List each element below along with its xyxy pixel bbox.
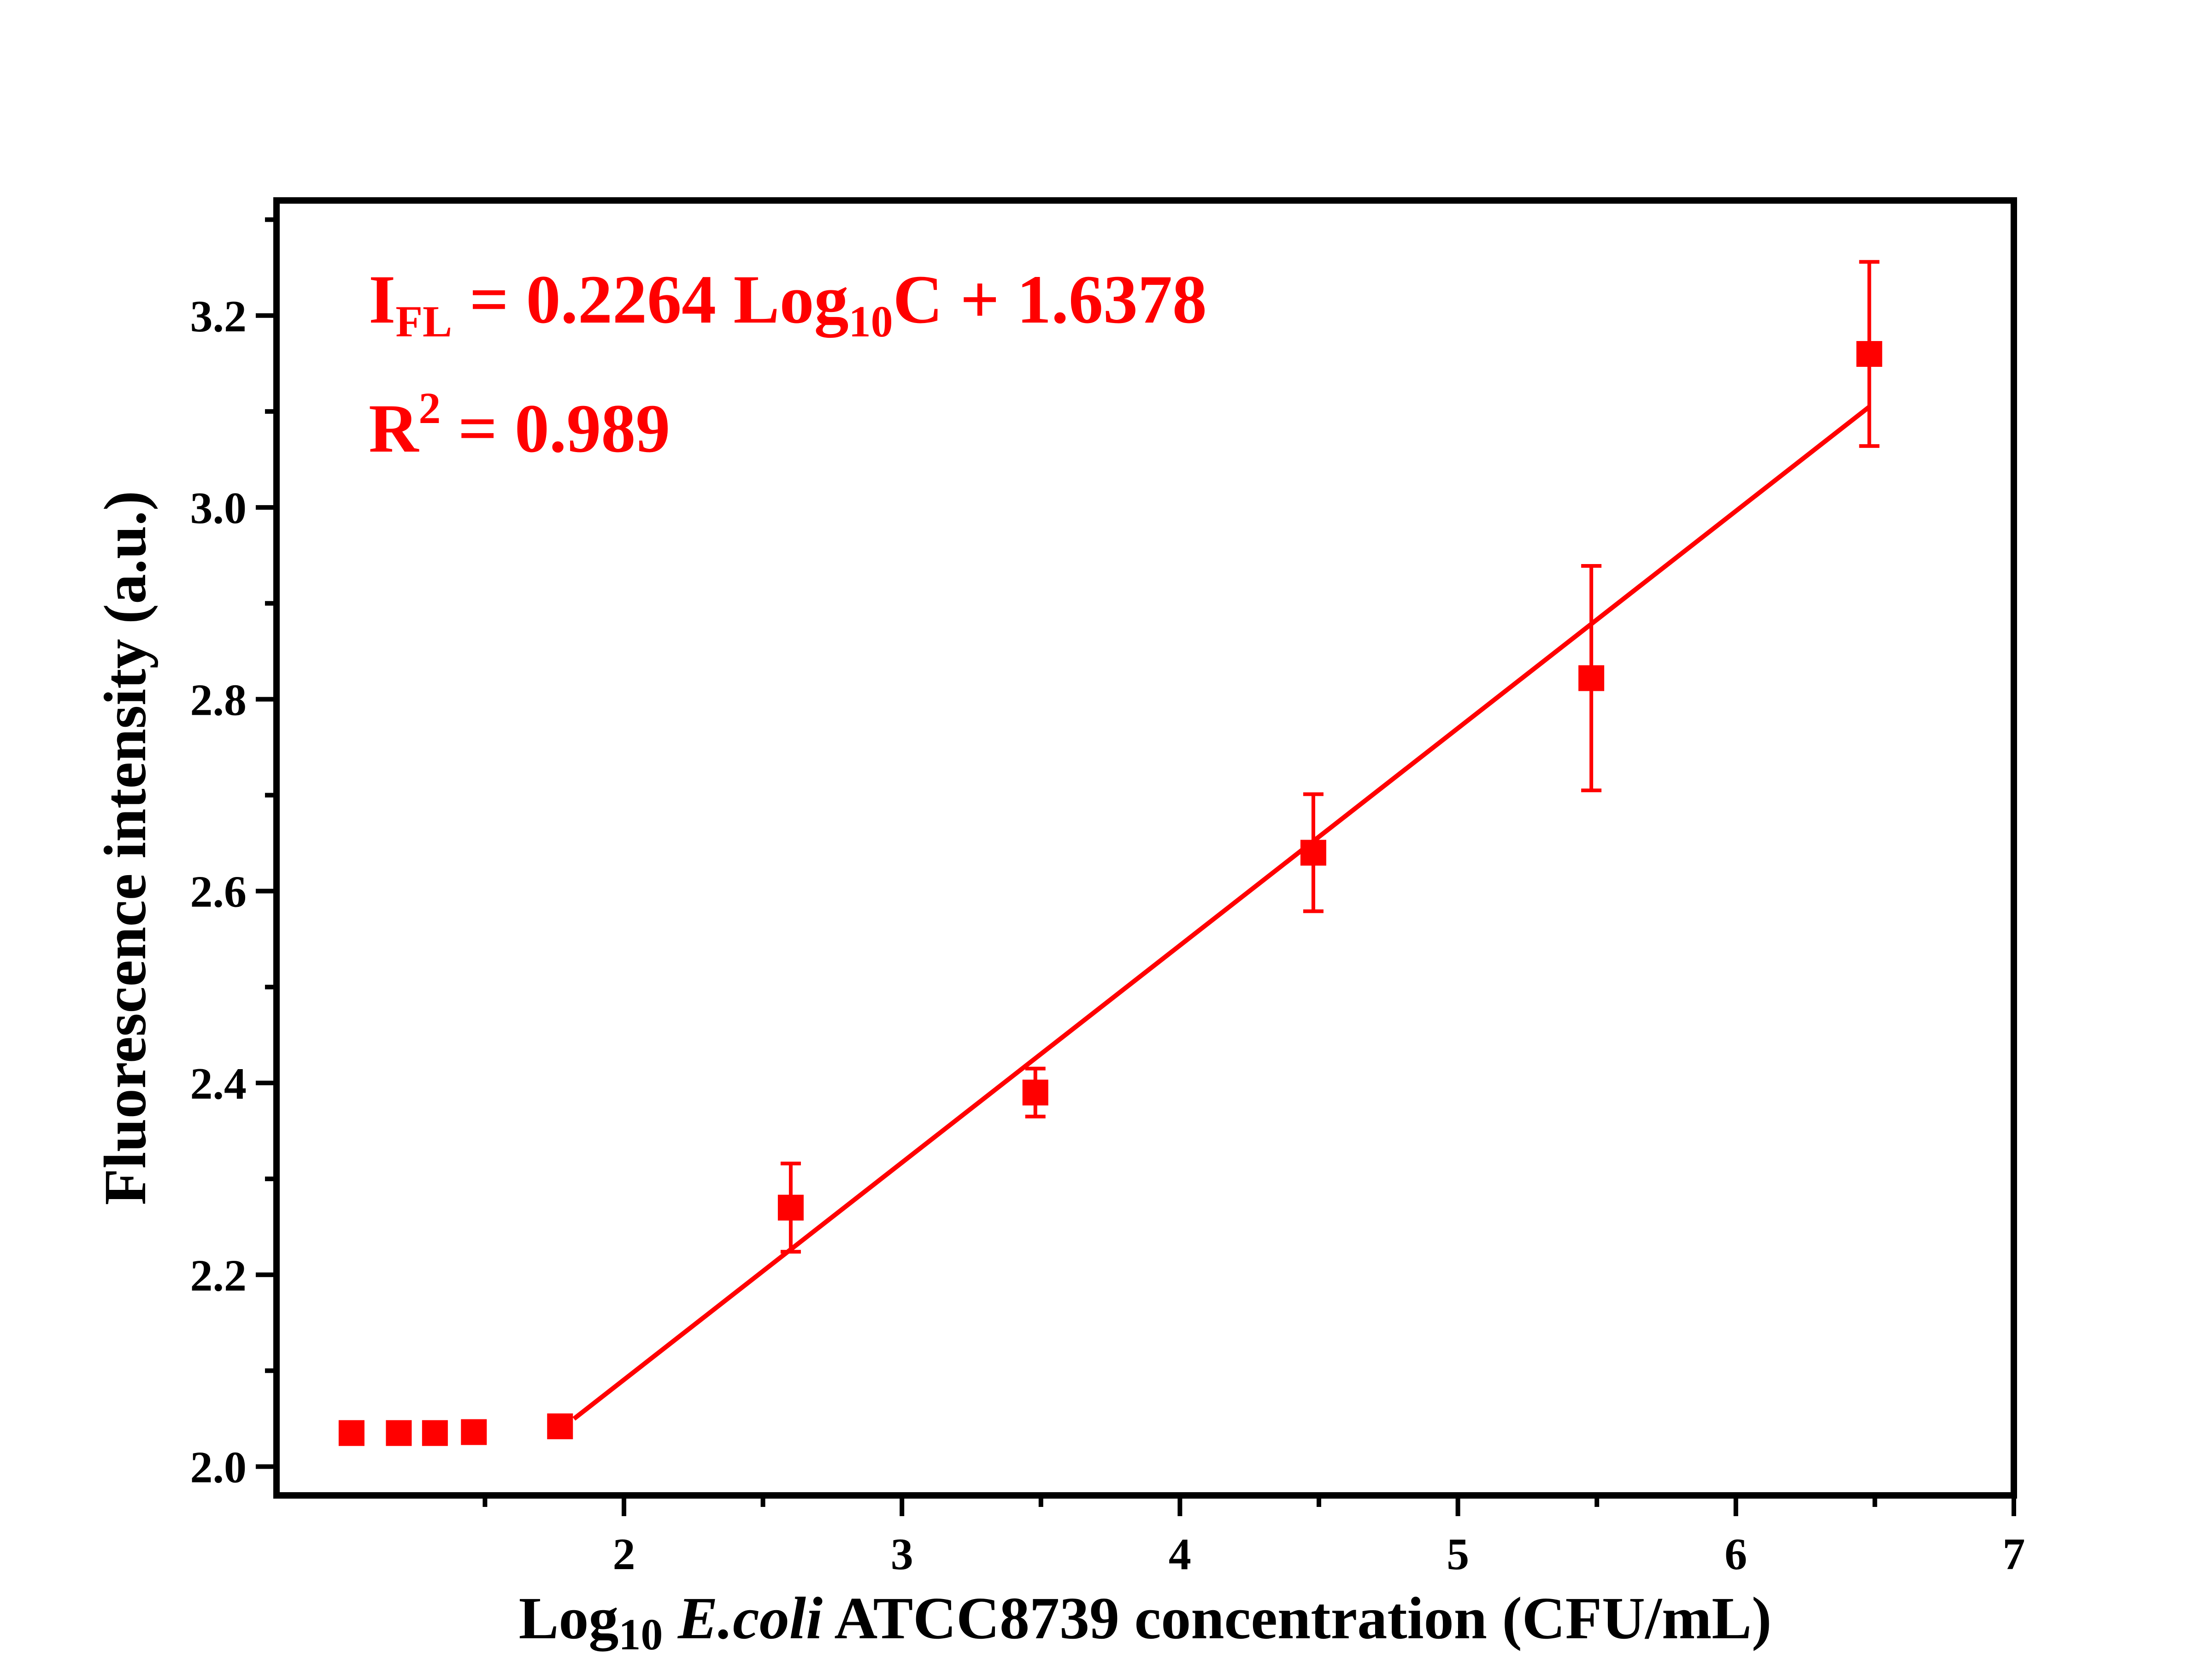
point-marker: [461, 1419, 487, 1445]
tick-labels: 2 3 4 5 6 7 2.0 2.2 2.4 2.6 2.8 3.0 3.2: [190, 292, 2025, 1579]
y-tick-label: 2.4: [190, 1059, 247, 1109]
x-tick-label: 3: [891, 1530, 913, 1579]
r-squared: R2 = 0.989: [369, 383, 670, 467]
point-marker: [547, 1413, 573, 1440]
data-point: [386, 1420, 412, 1446]
point-marker: [777, 1194, 804, 1221]
y-tick-label: 3.0: [190, 483, 247, 533]
point-marker: [1022, 1079, 1048, 1106]
data-point: [1022, 1066, 1048, 1118]
fit-equation: IFL = 0.2264 Log10C + 1.6378: [369, 261, 1207, 346]
data-point: [422, 1420, 448, 1446]
y-tick-label: 2.2: [190, 1251, 247, 1300]
x-tick-label: 2: [613, 1530, 635, 1579]
data-point: [338, 1420, 365, 1446]
data-point: [1578, 564, 1605, 793]
x-tick-label: 7: [2003, 1530, 2025, 1579]
point-marker: [1300, 840, 1326, 866]
x-tick-label: 6: [1724, 1530, 1747, 1579]
data-point: [777, 1161, 804, 1254]
y-tick-label: 3.2: [190, 292, 247, 341]
y-axis-label: Fluorescence intensity (a.u.): [92, 491, 159, 1205]
data-point: [1856, 260, 1883, 448]
point-marker: [1856, 341, 1883, 367]
data-point: [461, 1419, 487, 1445]
point-marker: [386, 1420, 412, 1446]
point-marker: [422, 1420, 448, 1446]
data-points-layer: [338, 260, 1883, 1446]
x-axis-label: Log10 E.coli ATCC8739 concentration (CFU…: [519, 1585, 1772, 1659]
y-tick-label: 2.0: [190, 1443, 247, 1493]
point-marker: [338, 1420, 365, 1446]
fit-line: [572, 405, 1871, 1421]
data-point: [547, 1413, 573, 1440]
fit-line-layer: [572, 405, 1871, 1421]
x-tick-label: 5: [1447, 1530, 1469, 1579]
data-point: [1300, 792, 1326, 913]
y-tick-label: 2.6: [190, 867, 247, 917]
plot-frame: [273, 197, 2017, 1499]
x-tick-label: 4: [1169, 1530, 1191, 1579]
point-marker: [1578, 665, 1605, 691]
y-tick-label: 2.8: [190, 675, 247, 725]
